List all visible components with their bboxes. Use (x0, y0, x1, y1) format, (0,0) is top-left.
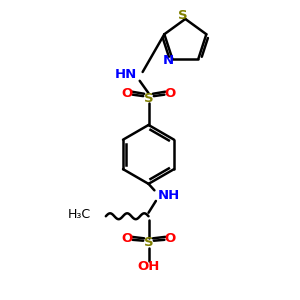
Text: NH: NH (158, 189, 180, 202)
Text: OH: OH (137, 260, 160, 273)
Text: O: O (122, 232, 133, 245)
Text: H₃C: H₃C (68, 208, 91, 221)
Text: O: O (122, 87, 133, 100)
Text: S: S (178, 9, 188, 22)
Text: S: S (144, 236, 153, 249)
Text: N: N (162, 54, 173, 67)
Text: HN: HN (115, 68, 137, 81)
Text: O: O (164, 232, 176, 245)
Text: O: O (164, 87, 176, 100)
Text: S: S (144, 92, 153, 105)
